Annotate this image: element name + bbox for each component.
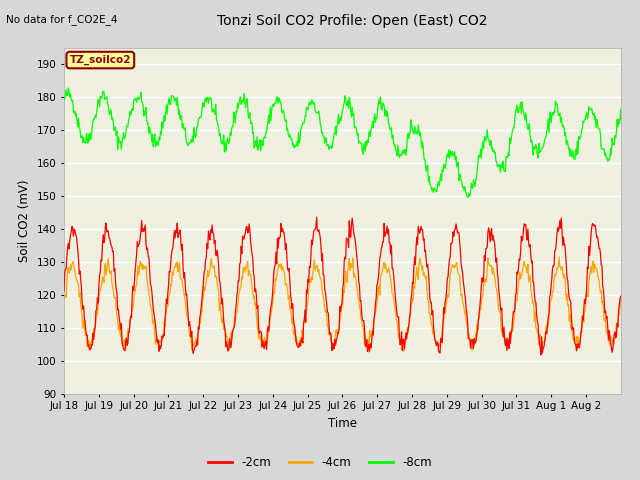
Text: TZ_soilco2: TZ_soilco2 xyxy=(70,55,131,65)
Y-axis label: Soil CO2 (mV): Soil CO2 (mV) xyxy=(18,180,31,262)
X-axis label: Time: Time xyxy=(328,417,357,430)
Text: Tonzi Soil CO2 Profile: Open (East) CO2: Tonzi Soil CO2 Profile: Open (East) CO2 xyxy=(217,14,487,28)
Text: No data for f_CO2E_4: No data for f_CO2E_4 xyxy=(6,14,118,25)
Legend: -2cm, -4cm, -8cm: -2cm, -4cm, -8cm xyxy=(204,452,436,474)
